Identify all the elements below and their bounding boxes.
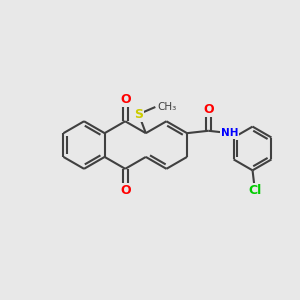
Text: NH: NH <box>221 128 238 138</box>
Text: S: S <box>134 108 143 121</box>
Text: O: O <box>120 184 130 197</box>
Text: O: O <box>203 103 214 116</box>
Text: CH₃: CH₃ <box>157 102 177 112</box>
Text: Cl: Cl <box>248 184 262 197</box>
Text: O: O <box>120 93 130 106</box>
